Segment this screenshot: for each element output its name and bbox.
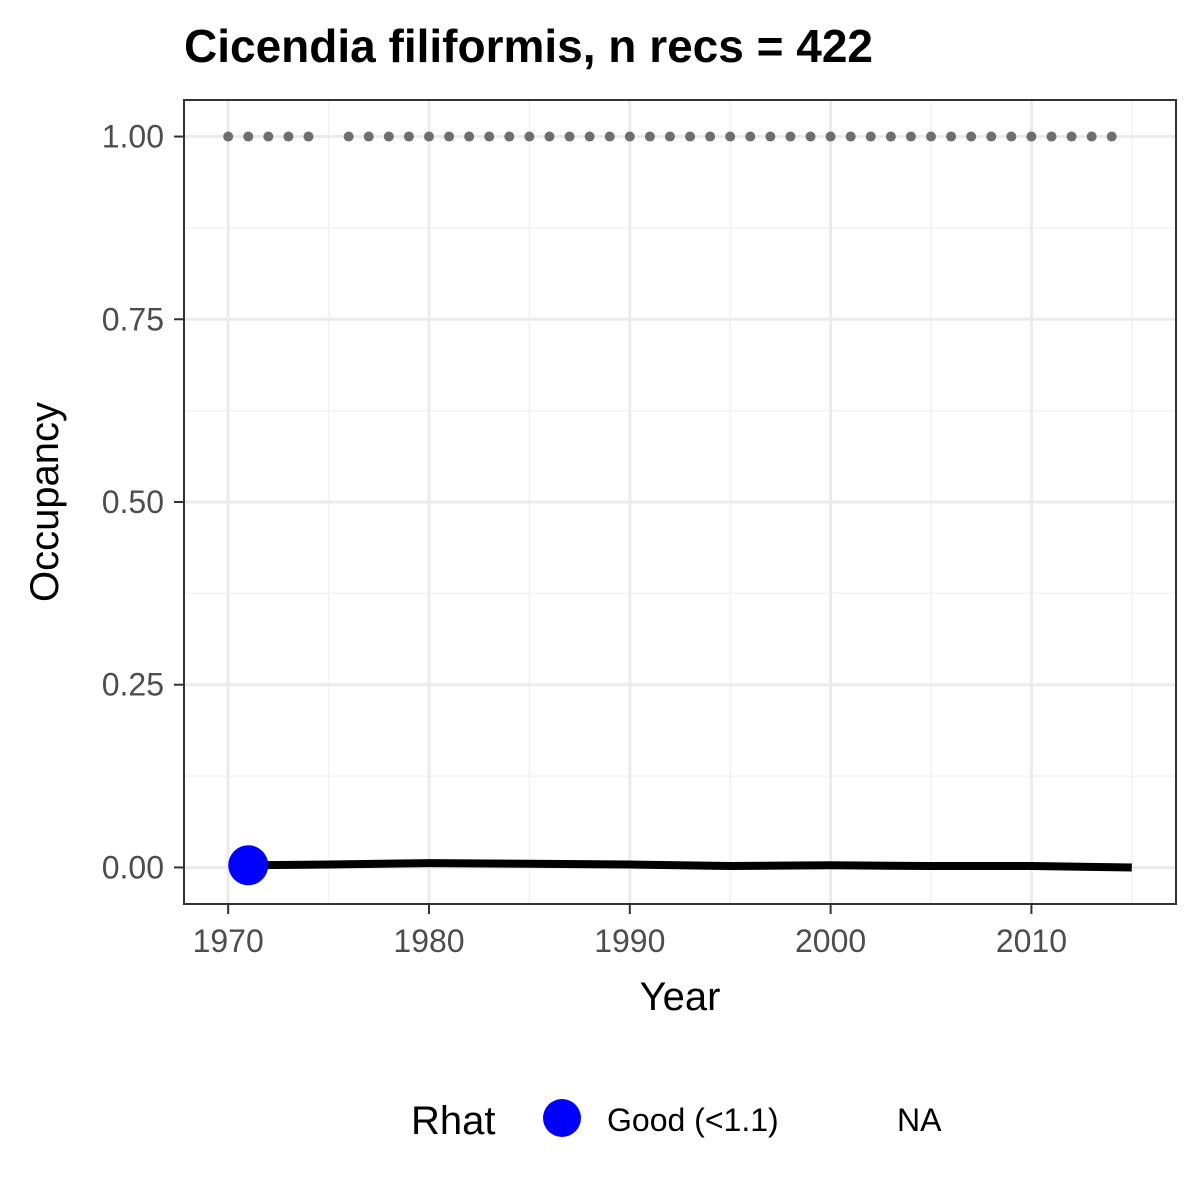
legend-label-good: Good (<1.1)	[607, 1102, 779, 1138]
x-tick-label: 1990	[594, 923, 665, 959]
legend-title: Rhat	[411, 1099, 496, 1143]
y-tick-label: 0.50	[102, 484, 164, 520]
upper-ci-point	[1026, 131, 1037, 142]
upper-ci-point	[986, 131, 997, 142]
series-layer	[223, 131, 1132, 886]
upper-ci-point	[845, 131, 856, 142]
upper-ci-point	[484, 131, 495, 142]
upper-ci-point	[805, 131, 816, 142]
upper-ci-point	[464, 131, 475, 142]
upper-ci-point	[865, 131, 876, 142]
legend: Rhat Good (<1.1) NA	[411, 1099, 942, 1143]
upper-ci-point	[745, 131, 756, 142]
upper-ci-point	[303, 131, 314, 142]
upper-ci-point	[966, 131, 977, 142]
x-axis-title: Year	[640, 975, 721, 1019]
upper-ci-point	[223, 131, 234, 142]
upper-ci-point	[564, 131, 575, 142]
x-tick-label: 1970	[193, 923, 264, 959]
upper-ci-point	[685, 131, 696, 142]
upper-ci-point	[383, 131, 394, 142]
upper-ci-point	[343, 131, 354, 142]
occupancy-line	[248, 859, 1132, 872]
upper-ci-point	[765, 131, 776, 142]
upper-ci-point	[544, 131, 555, 142]
upper-ci-point	[1106, 131, 1117, 142]
upper-ci-point	[584, 131, 595, 142]
upper-ci-point	[444, 131, 455, 142]
rhat-point	[228, 845, 269, 886]
upper-ci-point	[423, 131, 434, 142]
y-axis-title: Occupancy	[23, 402, 67, 602]
upper-ci-point	[785, 131, 796, 142]
grid	[184, 100, 1176, 904]
upper-ci-point	[263, 131, 274, 142]
chart-title: Cicendia filiformis, n recs = 422	[184, 20, 873, 72]
x-tick-label: 2000	[795, 923, 866, 959]
upper-ci-point	[705, 131, 716, 142]
upper-ci-point	[1086, 131, 1097, 142]
legend-key-good	[543, 1099, 581, 1137]
upper-ci-point	[403, 131, 414, 142]
upper-ci-point	[1006, 131, 1017, 142]
upper-ci-point	[363, 131, 374, 142]
upper-ci-point	[825, 131, 836, 142]
upper-ci-point	[725, 131, 736, 142]
upper-ci-point	[926, 131, 937, 142]
axes: 1970 1980 1990 2000 2010 0.00 0.25 0.50 0.75 1.00	[102, 119, 1067, 959]
upper-ci-point	[946, 131, 957, 142]
x-tick-label: 1980	[393, 923, 464, 959]
upper-ci-point	[905, 131, 916, 142]
upper-ci-point	[524, 131, 535, 142]
upper-ci-point	[1046, 131, 1057, 142]
upper-ci-point	[664, 131, 675, 142]
upper-ci-point	[885, 131, 896, 142]
upper-ci-point	[504, 131, 515, 142]
y-tick-label: 0.00	[102, 849, 164, 885]
upper-ci-point	[1066, 131, 1077, 142]
upper-ci-point	[604, 131, 615, 142]
upper-ci-point	[644, 131, 655, 142]
y-tick-label: 1.00	[102, 119, 164, 155]
x-tick-label: 2010	[996, 923, 1067, 959]
y-tick-label: 0.25	[102, 667, 164, 703]
upper-ci-point	[243, 131, 254, 142]
y-tick-label: 0.75	[102, 301, 164, 337]
upper-ci-point	[283, 131, 294, 142]
upper-ci-point	[624, 131, 635, 142]
legend-label-na: NA	[897, 1102, 942, 1138]
